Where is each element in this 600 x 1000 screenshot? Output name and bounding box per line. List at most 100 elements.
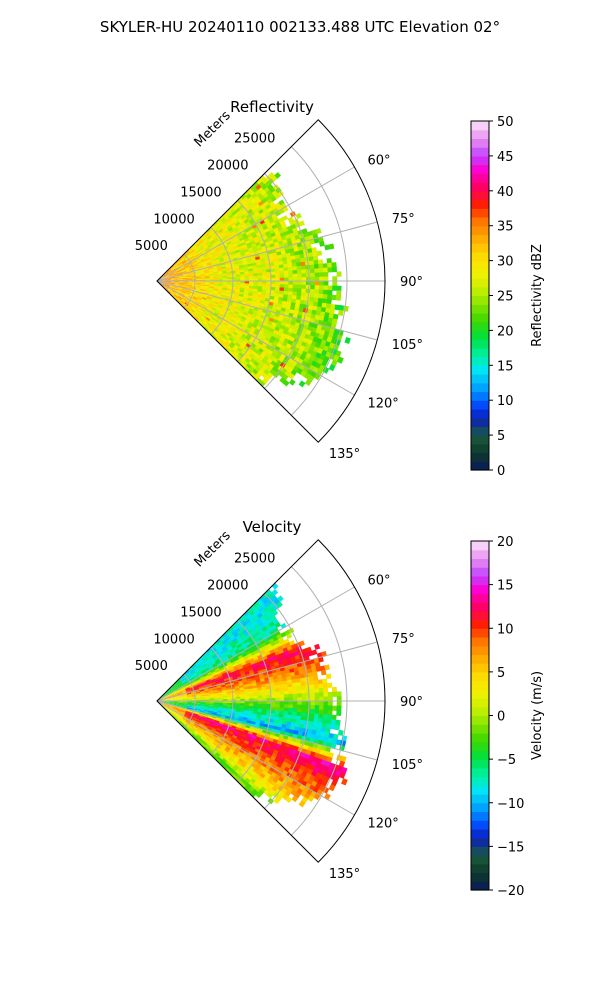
radar-gate [286, 256, 292, 261]
colorbar-segment [471, 234, 489, 244]
radar-gate [182, 284, 188, 286]
radar-gate [218, 282, 224, 285]
radar-gate [204, 289, 210, 293]
radar-gate [207, 649, 213, 655]
radar-gate [306, 312, 312, 319]
radar-gate [208, 289, 214, 292]
radar-gate [219, 319, 225, 325]
radar-gate [309, 688, 316, 694]
radar-gate [274, 264, 280, 269]
radar-gate [280, 307, 287, 313]
radar-gate [279, 270, 285, 275]
radar-gate [240, 327, 247, 332]
radar-gate [213, 649, 219, 655]
radar-gate [257, 695, 263, 699]
radar-gate [198, 319, 203, 324]
radar-gate [179, 300, 185, 305]
radar-gate [178, 278, 184, 280]
radar-gate [170, 686, 175, 690]
radar-gate [216, 324, 222, 330]
radar-gate [230, 341, 236, 347]
radar-gate [195, 287, 201, 290]
radar-gate [180, 292, 185, 296]
radar-gate [201, 322, 207, 327]
radar-gate [172, 288, 177, 292]
radar-gate [229, 236, 235, 242]
radar-gate [177, 272, 183, 275]
radar-gate [278, 297, 284, 302]
radar-gate [208, 321, 214, 326]
radar-gate [215, 218, 222, 224]
radar-gate [163, 286, 168, 291]
radar-gate [273, 258, 279, 263]
radar-gate [275, 694, 281, 699]
radar-gate [235, 289, 241, 293]
radar-gate [185, 250, 191, 255]
radar-gate [174, 265, 180, 269]
radar-gate [332, 705, 338, 711]
radar-gate [248, 695, 254, 699]
radar-gate [279, 277, 285, 282]
radar-gate [184, 265, 190, 269]
radar-gate [290, 302, 297, 308]
radar-gate [234, 329, 240, 334]
radar-gate [209, 650, 215, 656]
radar-gate [231, 276, 237, 280]
radar-gate [219, 299, 225, 303]
radar-gate [246, 324, 253, 330]
radar-gate [294, 302, 301, 308]
colorbar-segment [471, 855, 489, 865]
radar-gate [244, 287, 250, 291]
radar-gate [222, 697, 228, 700]
radar-gate [169, 277, 175, 279]
panel-reflectivity: Reflectivity500010000150002000025000Mete… [135, 98, 545, 479]
radar-gate [235, 276, 241, 280]
radar-gate [196, 250, 202, 255]
radar-gate [213, 302, 219, 307]
radar-gate [180, 266, 185, 270]
radar-gate [241, 324, 248, 330]
colorbar-segment [471, 199, 489, 209]
radar-gate [311, 247, 318, 253]
radar-gate [237, 243, 243, 248]
radar-gate [176, 269, 182, 273]
radar-gate [174, 264, 179, 269]
radar-gate [228, 640, 235, 646]
radar-gate [194, 310, 200, 315]
radar-gate [267, 330, 274, 337]
colorbar-segment [471, 794, 489, 804]
azimuth-spoke [156, 280, 378, 341]
radar-gate [221, 316, 227, 321]
radar-gate [225, 295, 231, 299]
radar-gate [295, 299, 301, 305]
colorbar-tick-label: 20 [497, 535, 514, 550]
radar-gate [250, 326, 257, 332]
radar-gate [255, 221, 262, 227]
range-tick-label: 15000 [180, 605, 221, 620]
radar-gate [304, 260, 311, 266]
radar-gate [207, 243, 213, 248]
radar-gate [272, 371, 280, 379]
radar-gate [210, 232, 216, 237]
radar-gate [173, 286, 179, 290]
radar-gate [197, 261, 203, 265]
radar-gate [265, 263, 271, 267]
radar-gate [193, 294, 199, 297]
radar-gate [179, 301, 184, 306]
radar-gate [202, 243, 208, 248]
radar-gate [229, 228, 235, 234]
radar-gate [187, 275, 193, 278]
radar-gate [188, 263, 194, 267]
radar-gate [225, 347, 231, 353]
polar-frame [156, 119, 386, 443]
radar-gate [184, 675, 189, 680]
radar-gate [200, 300, 206, 304]
radar-gate [332, 285, 338, 291]
radar-gate [219, 259, 225, 263]
radar-gate [248, 270, 254, 275]
radar-gate [219, 311, 225, 316]
radar-gate [213, 274, 219, 277]
radar-gate [186, 671, 191, 676]
radar-gate [213, 320, 219, 326]
radar-gate [214, 643, 220, 649]
